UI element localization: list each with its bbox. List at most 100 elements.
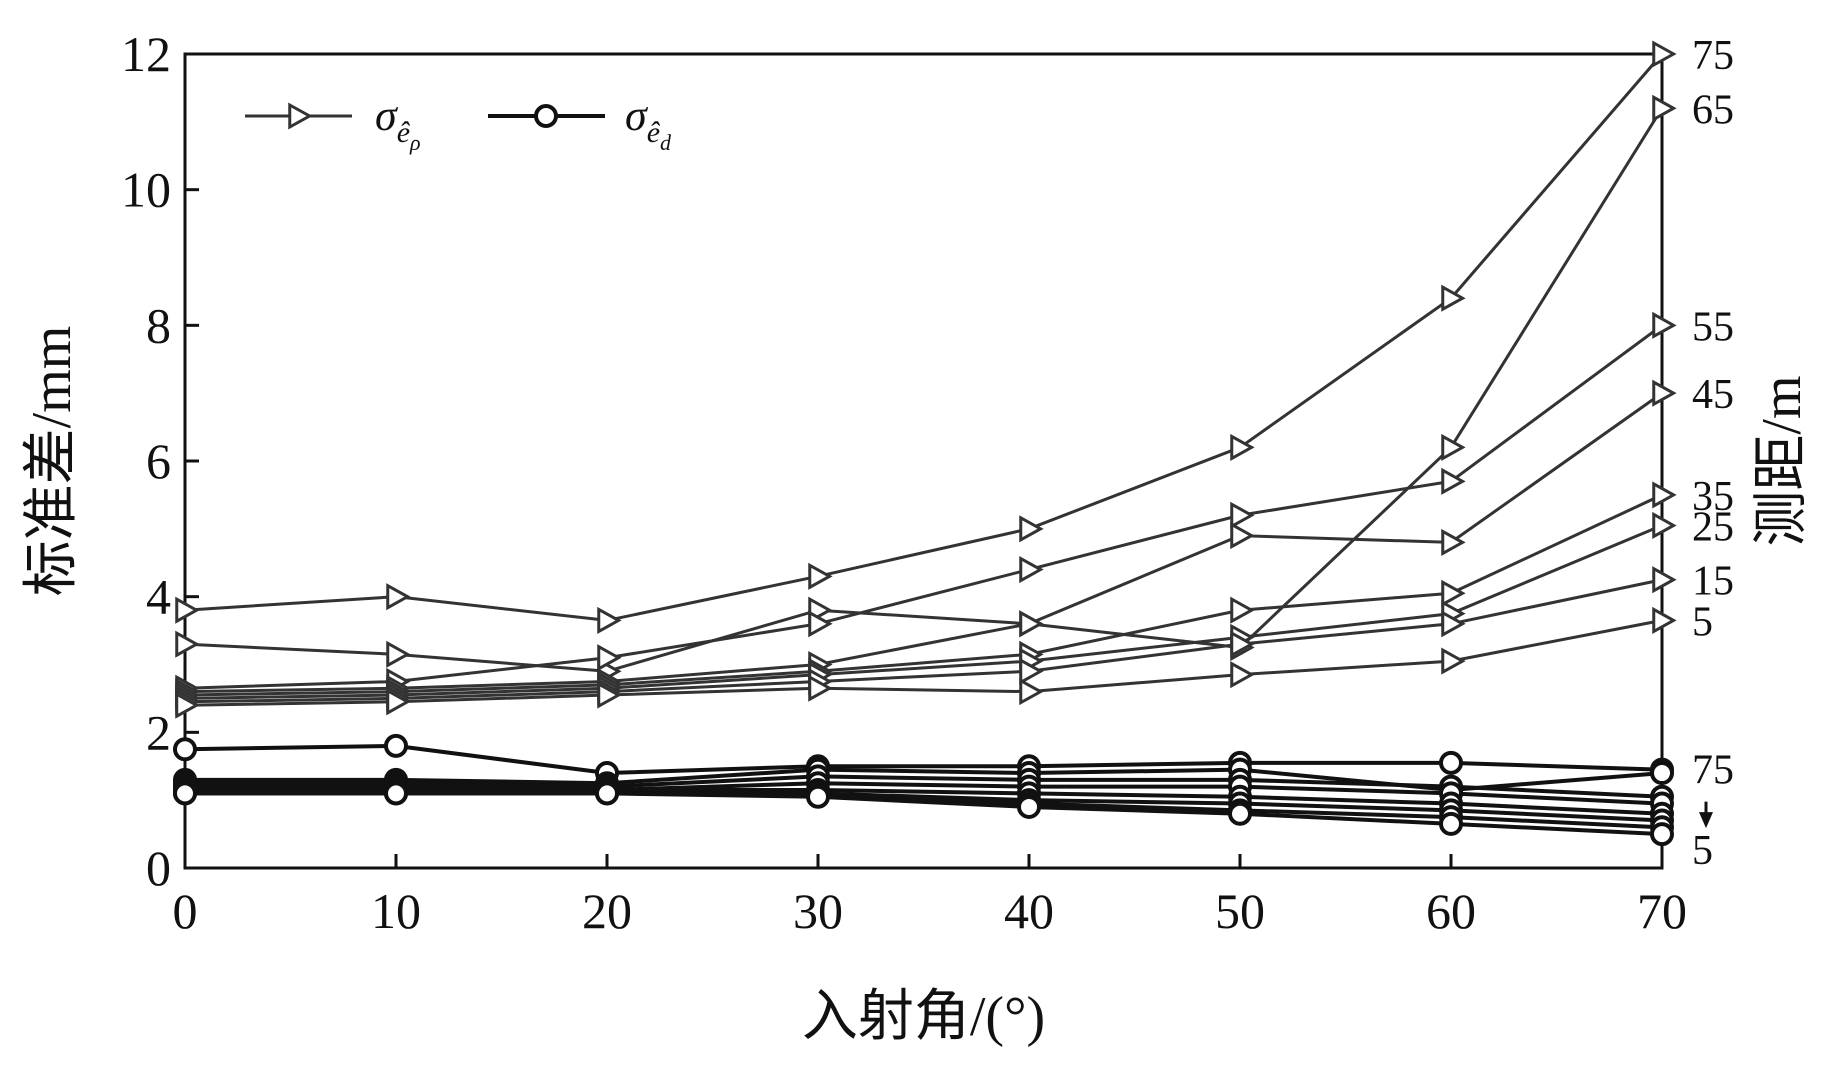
triangle-point — [1652, 40, 1677, 68]
x-tick-label: 60 — [1426, 883, 1476, 939]
circle-point — [806, 784, 830, 809]
triangle-point — [1652, 94, 1677, 122]
circle-point — [1650, 761, 1674, 786]
axes: 0 10 20 30 40 50 60 70 0 2 4 6 8 10 12 — [121, 26, 1687, 939]
triangle-point — [597, 606, 622, 634]
range-label-d-top: 75 — [1692, 748, 1734, 794]
series-line — [184, 324, 1663, 690]
range-arrow-head — [1699, 812, 1713, 829]
y-axis-title: 标准差/mm — [21, 326, 83, 597]
triangle-point — [1441, 579, 1466, 607]
x-tick-label: 20 — [582, 883, 632, 939]
x-tick-label: 30 — [793, 883, 843, 939]
triangle-point — [1652, 511, 1677, 539]
triangle-point — [1230, 433, 1255, 461]
triangle-point — [1441, 647, 1466, 675]
circle-point — [1017, 794, 1041, 819]
triangle-point — [808, 610, 833, 638]
triangle-point — [1230, 630, 1255, 658]
circle-point — [384, 733, 408, 758]
series-line — [184, 578, 1663, 704]
triangle-point — [597, 644, 622, 672]
circle-point — [1228, 801, 1252, 826]
triangle-point — [386, 688, 411, 716]
y-tick-label: 6 — [146, 433, 171, 489]
series-rho-5 — [175, 606, 1677, 719]
triangle-point — [1441, 284, 1466, 312]
series-line — [185, 791, 1663, 837]
triangle-point — [386, 640, 411, 668]
range-label-rho-65: 65 — [1692, 87, 1734, 133]
triangle-point — [808, 562, 833, 590]
series-line — [184, 743, 1663, 776]
triangle-point — [597, 681, 622, 709]
x-axis-title: 入射角/(°) — [802, 986, 1045, 1048]
series-line — [184, 391, 1663, 694]
triangle-point — [1019, 515, 1044, 543]
y-tick-label: 12 — [121, 26, 171, 82]
legend-subsub: d — [660, 130, 672, 155]
triangle-point — [1652, 311, 1677, 339]
legend-subsub: ρ — [409, 130, 421, 155]
series-layer — [173, 40, 1677, 847]
triangle-point — [1652, 566, 1677, 594]
series-line — [184, 493, 1663, 697]
circle-point — [1650, 822, 1674, 847]
x-tick-label: 0 — [173, 883, 198, 939]
series-line — [184, 53, 1664, 622]
y-tick-label: 4 — [146, 569, 171, 625]
series-d-5 — [173, 781, 1674, 847]
triangle-point — [1441, 433, 1466, 461]
series-line — [184, 524, 1663, 700]
range-label-rho-25: 25 — [1692, 504, 1734, 550]
range-label-rho-55: 55 — [1692, 304, 1734, 350]
series-line — [185, 784, 1663, 816]
triangle-point — [1019, 555, 1044, 584]
range-label-d-bottom: 5 — [1692, 828, 1713, 874]
legend-sub: ê — [647, 116, 661, 149]
triangle-point — [1230, 661, 1255, 689]
triangle-point — [1441, 467, 1466, 495]
triangle-point — [1652, 379, 1677, 407]
triangle-point — [1230, 596, 1255, 624]
x-tick-label: 40 — [1004, 883, 1054, 939]
legend-sub: ê — [397, 116, 411, 149]
legend-sigma: σ — [375, 91, 399, 140]
circle-point — [595, 781, 619, 806]
x-tick-label: 50 — [1215, 883, 1265, 939]
x-tick-label: 10 — [371, 883, 421, 939]
triangle-point — [386, 583, 411, 611]
triangle-point — [175, 596, 200, 624]
triangle-point — [1019, 678, 1044, 706]
range-label-rho-35: 35 — [1692, 474, 1734, 520]
series-rho-55 — [175, 311, 1677, 702]
circle-point — [384, 781, 408, 806]
range-label-rho-75: 75 — [1692, 33, 1734, 79]
legend-circle-marker — [534, 104, 558, 128]
legend-label-rho: σêρ — [375, 91, 421, 155]
triangle-point — [1652, 481, 1677, 509]
series-line — [184, 618, 1663, 707]
series-line — [185, 774, 1663, 799]
x-tick-label: 70 — [1637, 883, 1687, 939]
circle-point — [173, 737, 197, 762]
triangle-point — [1441, 610, 1466, 638]
circle-point — [173, 781, 197, 806]
y2-axis-title: 测距/m — [1751, 375, 1813, 546]
series-rho-75 — [175, 40, 1677, 634]
y-tick-label: 2 — [146, 704, 171, 760]
y-tick-label: 8 — [146, 297, 171, 353]
legend-triangle-marker — [288, 102, 313, 130]
range-label-rho-45: 45 — [1692, 372, 1734, 418]
legend-label-d: σêd — [625, 91, 672, 155]
triangle-point — [1019, 657, 1044, 685]
range-label-rho-15: 15 — [1692, 559, 1734, 605]
triangle-point — [1019, 610, 1044, 638]
y-tick-label: 0 — [146, 840, 171, 896]
triangle-point — [175, 630, 200, 658]
legend-sigma: σ — [625, 91, 649, 140]
triangle-point — [808, 674, 833, 702]
